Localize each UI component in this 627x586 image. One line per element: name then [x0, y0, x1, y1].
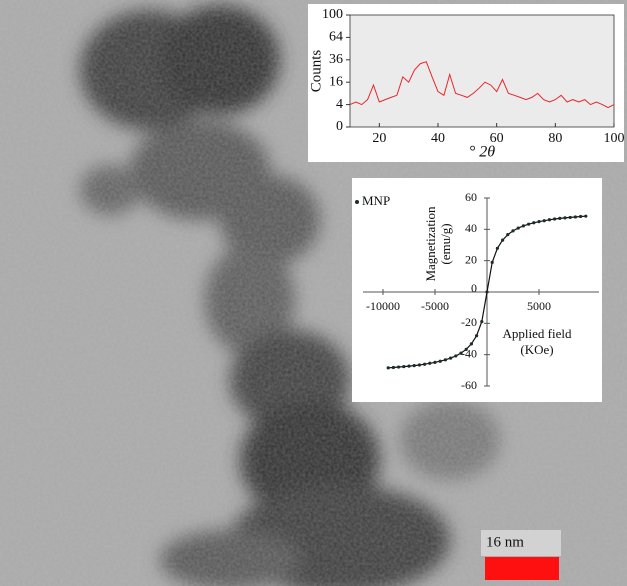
y-tick-label: -60: [461, 378, 477, 392]
y-tick-label: 40: [465, 221, 477, 235]
y-tick-label: 64: [329, 30, 343, 45]
point: [558, 216, 562, 220]
x-tick-label: 100: [604, 131, 625, 146]
y-tick-label: 0: [471, 281, 477, 295]
y-tick-label: -40: [461, 346, 477, 360]
point: [469, 342, 473, 346]
y-axis-label: Magnetization: [423, 206, 438, 282]
point: [516, 226, 520, 230]
legend-marker: [355, 200, 359, 204]
x-tick-label: 40: [431, 131, 445, 146]
point: [428, 361, 432, 365]
x-tick-label: 5000: [527, 299, 551, 313]
point: [412, 364, 416, 368]
point: [490, 260, 494, 264]
point: [443, 358, 447, 362]
point: [532, 221, 536, 225]
point: [547, 218, 552, 222]
point: [485, 290, 489, 294]
xrd-line: [349, 61, 615, 109]
point: [511, 229, 515, 233]
point: [397, 365, 401, 369]
point: [475, 334, 479, 338]
point: [433, 360, 437, 364]
point: [568, 215, 572, 220]
y-tick-label: -20: [461, 315, 477, 329]
point: [521, 224, 526, 228]
x-tick-label: 80: [548, 131, 562, 146]
point: [449, 356, 453, 360]
y-tick-label: 0: [336, 119, 343, 134]
y-axis-label: Counts: [308, 50, 324, 93]
magnetization-inset: -60 -40 -20 0 20 40 60 -10000 -5000 5000 MNP Magnet…: [352, 178, 602, 402]
point: [391, 365, 395, 370]
point: [402, 364, 406, 369]
scale-bar-rect: [485, 557, 559, 580]
point: [537, 220, 541, 224]
x-tick-label: -5000: [421, 299, 449, 313]
point: [386, 366, 390, 370]
point: [464, 347, 468, 351]
y-tick-label: 60: [465, 190, 477, 204]
x-tick-label: 20: [372, 131, 386, 146]
point: [459, 351, 463, 355]
y-tick-label: 36: [329, 52, 343, 67]
point: [495, 246, 499, 250]
point: [480, 320, 484, 324]
point: [579, 214, 583, 219]
x-tick-label: 60: [490, 131, 504, 146]
xrd-inset: 0 4 16 36 64 100 20 40 60 80 100 Counts ° 2θ: [308, 4, 625, 162]
x-axis-label: (KOe): [520, 342, 553, 357]
x-axis-label: Applied field: [503, 326, 572, 341]
point: [553, 217, 557, 221]
point: [501, 238, 505, 242]
point: [417, 363, 421, 367]
point: [438, 359, 442, 363]
scale-bar: 16 nm: [481, 530, 561, 580]
point: [407, 364, 411, 368]
y-tick-label: 100: [322, 7, 343, 22]
y-tick-label: 20: [465, 252, 477, 266]
point: [563, 216, 567, 220]
point: [454, 354, 458, 358]
point: [423, 362, 427, 366]
y-axis-label: (emu/g): [438, 223, 453, 264]
point: [542, 219, 546, 223]
point: [584, 214, 588, 218]
point: [573, 215, 578, 219]
scale-bar-label: 16 nm: [486, 534, 524, 550]
y-tick-label: 16: [329, 74, 343, 89]
x-tick-label: -10000: [366, 299, 400, 313]
point: [527, 222, 531, 226]
x-axis-label: ° 2θ: [469, 144, 495, 161]
point: [506, 233, 510, 237]
y-tick-label: 4: [336, 97, 343, 112]
legend-label: MNP: [362, 193, 390, 208]
